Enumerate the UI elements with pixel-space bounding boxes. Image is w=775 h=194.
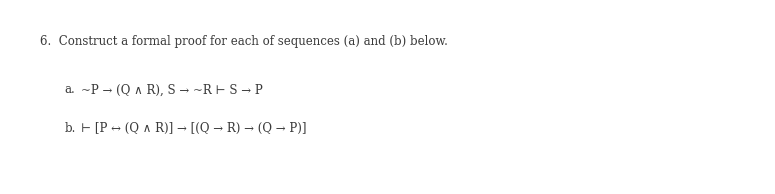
Text: a.: a. [64, 83, 75, 96]
Text: 6.  Construct a formal proof for each of sequences (a) and (b) below.: 6. Construct a formal proof for each of … [40, 35, 448, 48]
Text: ~P → (Q ∧ R), S → ~R ⊢ S → P: ~P → (Q ∧ R), S → ~R ⊢ S → P [81, 83, 264, 96]
Text: b.: b. [64, 122, 76, 135]
Text: ⊢ [P ↔ (Q ∧ R)] → [(Q → R) → (Q → P)]: ⊢ [P ↔ (Q ∧ R)] → [(Q → R) → (Q → P)] [81, 122, 307, 135]
